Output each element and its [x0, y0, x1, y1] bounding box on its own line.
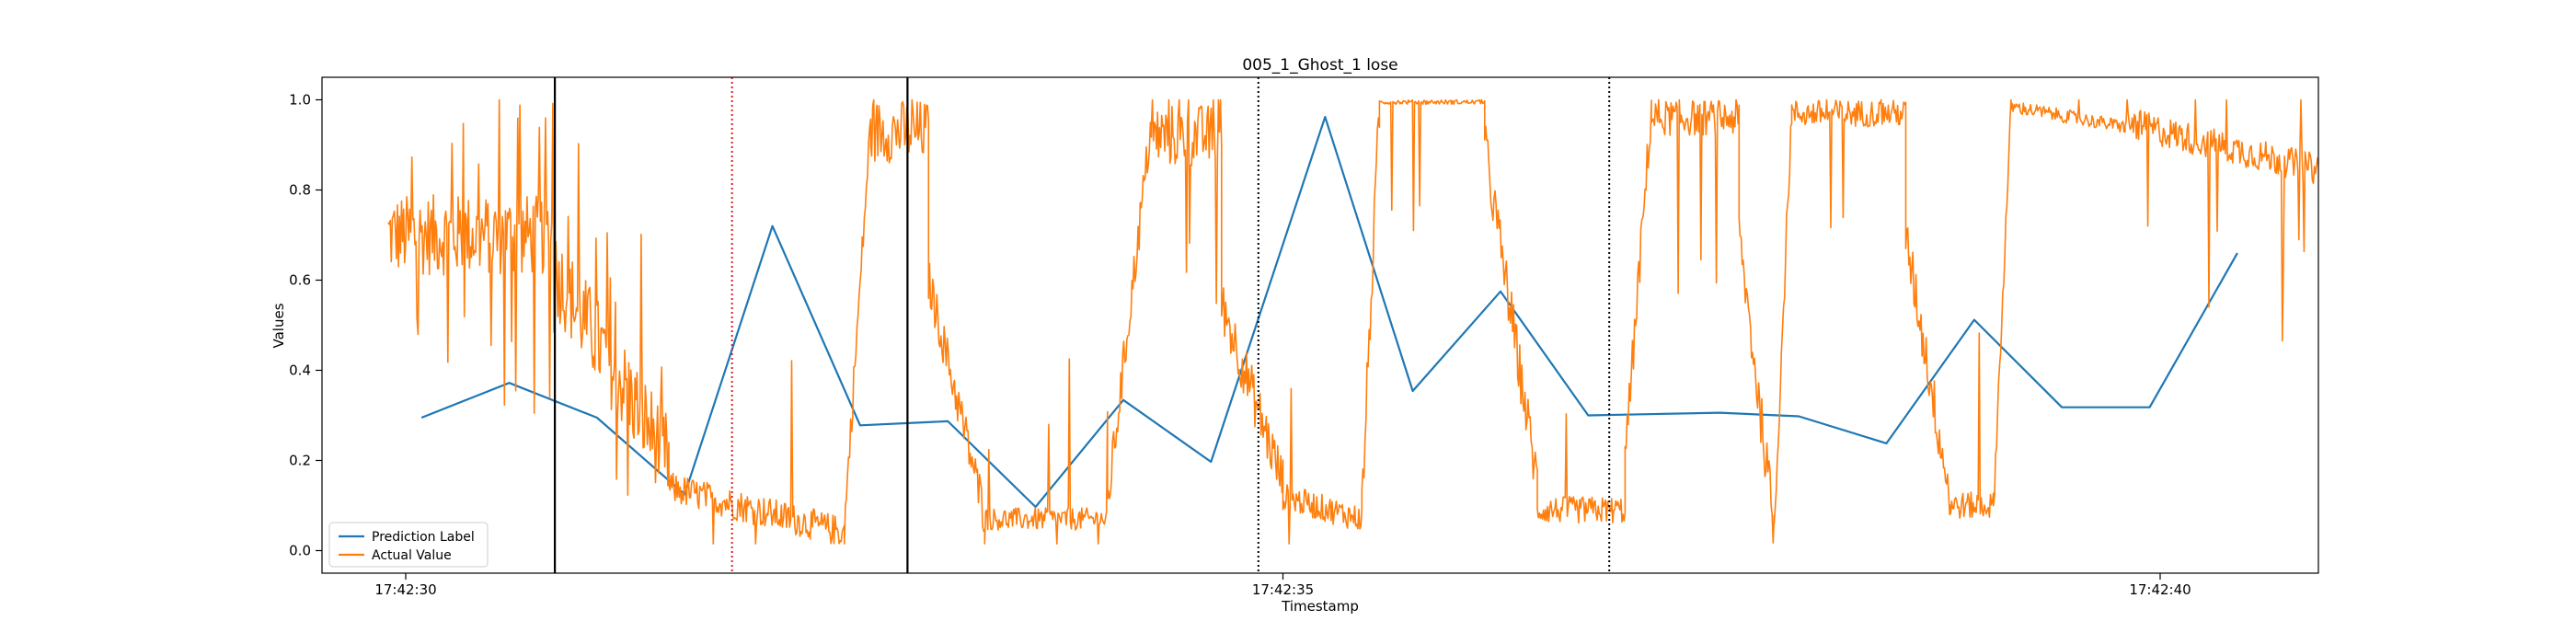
vline-layer	[553, 77, 1611, 573]
legend-label-actual: Actual Value	[372, 548, 452, 563]
x-tick-label: 17:42:30	[374, 581, 436, 598]
y-tick-label: 0.2	[289, 453, 311, 469]
chart-title: 005_1_Ghost_1 lose	[1242, 56, 1397, 75]
plot-frame	[321, 76, 2319, 574]
legend: Prediction Label Actual Value	[328, 522, 489, 568]
x-tick-label: 17:42:35	[1252, 581, 1314, 598]
y-tick-label: 0.4	[289, 362, 311, 379]
legend-label-prediction: Prediction Label	[372, 530, 475, 545]
series-line-actual-value	[387, 98, 2318, 545]
y-tick-label: 1.0	[289, 92, 311, 109]
y-tick-label: 0.8	[289, 182, 311, 199]
series-layer	[387, 98, 2318, 545]
x-axis-title: Timestamp	[1281, 598, 1359, 615]
y-tick-label: 0.0	[289, 543, 311, 559]
plot-area	[322, 77, 2318, 573]
y-tick-label: 0.6	[289, 272, 311, 289]
legend-box	[328, 522, 489, 568]
y-axis-title: Values	[270, 303, 287, 348]
tick-layer: 0.0 0.2 0.4 0.6 0.8 1.0 17:42:30 17:42:35 17:42:…	[289, 92, 2191, 599]
x-tick-label: 17:42:40	[2129, 581, 2191, 598]
series-line-prediction-label	[420, 116, 2238, 509]
